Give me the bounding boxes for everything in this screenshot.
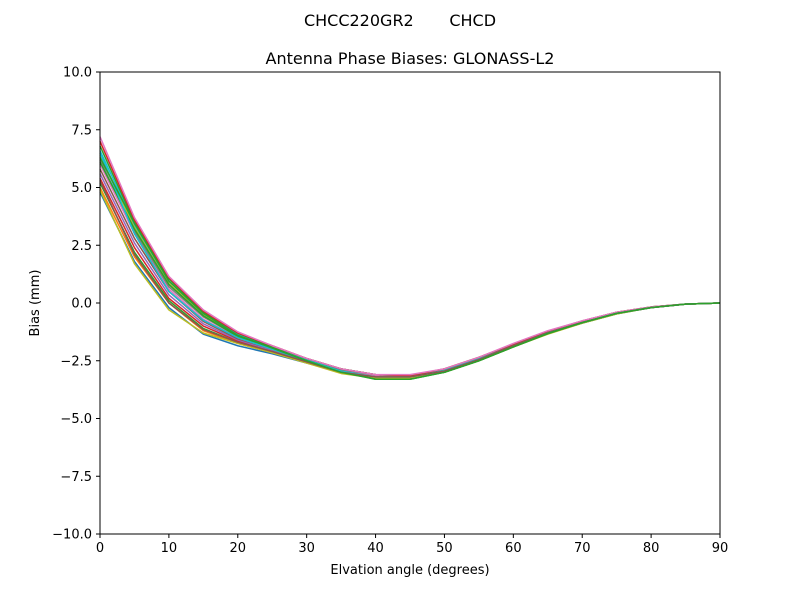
x-tick-label: 40	[367, 541, 384, 556]
y-tick-label: −7.5	[60, 470, 92, 485]
x-axis: 0 10 20 30 40 50 60 70 80 90	[96, 534, 728, 556]
y-tick-label: 0.0	[71, 297, 92, 312]
chart-title: Antenna Phase Biases: GLONASS-L2	[266, 49, 555, 68]
y-tick-label: −10.0	[52, 528, 92, 543]
x-axis-label: Elvation angle (degrees)	[330, 563, 489, 578]
y-tick-label: 2.5	[71, 239, 92, 254]
x-tick-label: 30	[298, 541, 315, 556]
y-axis-label: Bias (mm)	[28, 270, 43, 337]
series-line-13	[99, 136, 721, 376]
series-layer	[99, 136, 721, 380]
chart-suptitle: CHCC220GR2 CHCD	[304, 11, 496, 30]
x-tick-label: 80	[643, 541, 660, 556]
x-tick-label: 20	[230, 541, 247, 556]
x-tick-label: 90	[712, 541, 729, 556]
plot-area	[99, 71, 721, 535]
y-tick-label: −2.5	[60, 354, 92, 369]
x-tick-label: 50	[436, 541, 453, 556]
y-tick-label: −5.0	[60, 412, 92, 427]
series-line-18	[99, 157, 721, 380]
x-tick-label: 0	[96, 541, 104, 556]
y-tick-label: 5.0	[71, 181, 92, 196]
y-axis: 10.0 7.5 5.0 2.5 0.0 −2.5 −5.0 −7.5 −10.0	[52, 66, 100, 543]
y-tick-label: 7.5	[71, 123, 92, 138]
y-tick-label: 10.0	[63, 66, 92, 81]
plot-background	[100, 72, 720, 534]
x-tick-label: 10	[161, 541, 178, 556]
x-tick-label: 70	[574, 541, 591, 556]
x-tick-label: 60	[505, 541, 522, 556]
